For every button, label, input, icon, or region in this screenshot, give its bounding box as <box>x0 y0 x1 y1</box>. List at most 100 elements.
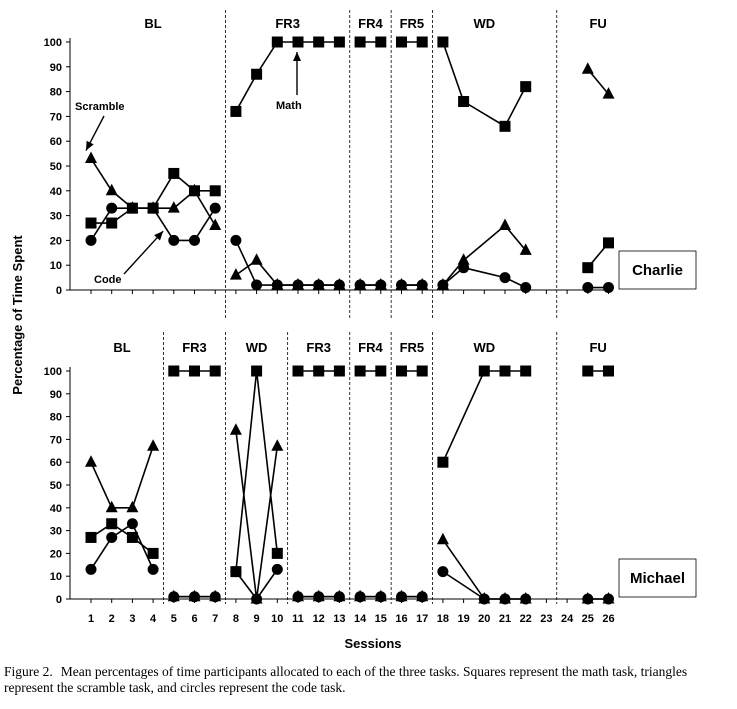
x-tick-label-8: 8 <box>233 613 239 625</box>
point-charlie-math-5 <box>168 167 180 179</box>
point-michael-math-22 <box>520 365 532 377</box>
point-michael-math-3 <box>126 531 138 543</box>
x-tick-label-21: 21 <box>499 613 511 625</box>
point-charlie-math-2 <box>106 217 118 229</box>
point-michael-code-2 <box>106 531 118 543</box>
point-michael-code-15 <box>375 591 387 603</box>
arrow-code-head <box>154 231 164 241</box>
point-charlie-scramble-1 <box>85 151 97 164</box>
point-charlie-math-1 <box>85 217 97 229</box>
x-tick-label-14: 14 <box>354 613 367 625</box>
y-tick-label-charlie-80: 80 <box>50 87 62 99</box>
participant-label-michael: Michael <box>630 570 685 587</box>
x-tick-label-23: 23 <box>540 613 552 625</box>
phase-label-michael-4: FR4 <box>358 340 383 355</box>
phase-label-michael-1: FR3 <box>182 340 207 355</box>
arrow-code-shaft <box>123 230 164 275</box>
participant-label-charlie: Charlie <box>632 262 683 279</box>
phase-label-charlie-0: BL <box>144 16 161 31</box>
point-charlie-math-11 <box>292 36 304 48</box>
y-tick-label-charlie-0: 0 <box>56 285 62 297</box>
line-charlie-math-4 <box>442 41 527 128</box>
phase-label-michael-2: WD <box>246 340 268 355</box>
x-tick-label-17: 17 <box>416 613 428 625</box>
point-michael-math-9 <box>251 365 263 377</box>
phase-label-charlie-3: FR5 <box>400 16 425 31</box>
y-tick-label-michael-30: 30 <box>50 526 62 538</box>
point-michael-code-3 <box>126 518 138 530</box>
text-layer: 0 10 20 30 40 50 60 70 80 90 100 BL FR3 FR4 FR5 WD FU 0 10… <box>44 16 697 625</box>
y-tick-label-charlie-30: 30 <box>50 211 62 223</box>
y-tick-label-charlie-100: 100 <box>44 37 62 49</box>
point-charlie-code-4 <box>147 202 159 214</box>
point-charlie-scramble-8 <box>229 268 242 280</box>
x-tick-label-24: 24 <box>561 613 574 625</box>
x-tick-label-20: 20 <box>478 613 490 625</box>
x-tick-label-4: 4 <box>150 613 157 625</box>
y-tick-label-michael-100: 100 <box>44 366 62 378</box>
phase-label-michael-6: WD <box>473 340 495 355</box>
point-charlie-code-12 <box>313 279 325 291</box>
x-tick-label-2: 2 <box>109 613 115 625</box>
line-michael-code-6 <box>442 570 526 600</box>
y-tick-label-michael-80: 80 <box>50 412 62 424</box>
figure-caption: Figure 2. Mean percentages of time partic… <box>4 664 732 696</box>
point-charlie-code-10 <box>271 279 283 291</box>
point-charlie-scramble-21 <box>499 218 511 231</box>
y-tick-label-charlie-60: 60 <box>50 136 62 148</box>
line-michael-math-2 <box>235 370 279 572</box>
point-charlie-math-16 <box>396 36 407 48</box>
point-michael-math-12 <box>313 365 325 377</box>
point-michael-code-17 <box>416 591 428 603</box>
point-charlie-math-19 <box>458 96 470 108</box>
point-charlie-code-14 <box>354 279 366 291</box>
annotation-code: Code <box>94 274 122 286</box>
point-charlie-code-19 <box>458 262 470 274</box>
caption-label: Figure 2. <box>4 664 53 679</box>
y-tick-label-michael-10: 10 <box>50 571 62 583</box>
point-charlie-math-25 <box>582 262 594 274</box>
point-michael-math-21 <box>499 365 511 377</box>
x-tick-label-22: 22 <box>520 613 532 625</box>
point-michael-code-20 <box>478 593 490 605</box>
point-michael-math-16 <box>396 365 407 377</box>
point-michael-math-17 <box>416 365 428 377</box>
point-michael-math-10 <box>271 547 283 559</box>
y-axis-title: Percentage of Time Spent <box>10 235 25 395</box>
point-michael-scramble-1 <box>85 455 97 467</box>
point-charlie-math-8 <box>230 105 242 117</box>
point-charlie-scramble-22 <box>519 243 532 255</box>
point-michael-code-26 <box>603 593 614 605</box>
point-charlie-scramble-6 <box>188 183 201 196</box>
annotation-scramble: Scramble <box>75 101 125 113</box>
point-michael-math-11 <box>292 365 304 377</box>
point-charlie-code-9 <box>251 279 263 291</box>
point-michael-math-20 <box>478 365 490 377</box>
y-tick-label-michael-60: 60 <box>50 457 62 469</box>
y-tick-label-michael-40: 40 <box>50 503 62 515</box>
line-michael-scramble-0 <box>90 445 154 509</box>
point-charlie-math-26 <box>603 237 614 249</box>
phase-label-michael-7: FU <box>589 340 606 355</box>
line-michael-scramble-6 <box>442 539 526 600</box>
line-charlie-math-0 <box>91 172 216 224</box>
x-tick-label-10: 10 <box>271 613 283 625</box>
point-michael-math-7 <box>209 365 221 377</box>
caption-text: Mean percentages of time participants al… <box>4 664 688 695</box>
x-tick-label-25: 25 <box>582 613 594 625</box>
y-tick-label-charlie-90: 90 <box>50 62 62 74</box>
point-charlie-math-13 <box>333 36 345 48</box>
point-michael-code-16 <box>396 591 407 603</box>
point-michael-math-15 <box>375 365 387 377</box>
point-charlie-code-16 <box>396 279 407 291</box>
y-tick-label-charlie-40: 40 <box>50 186 62 198</box>
point-michael-code-5 <box>168 591 180 603</box>
phase-label-charlie-2: FR4 <box>358 16 383 31</box>
point-charlie-scramble-5 <box>167 201 180 213</box>
line-charlie-code-1 <box>235 240 340 286</box>
point-michael-scramble-3 <box>126 500 139 513</box>
point-charlie-code-25 <box>582 282 594 294</box>
y-tick-label-charlie-20: 20 <box>50 235 62 247</box>
annotation-math: Math <box>276 100 302 112</box>
x-tick-label-5: 5 <box>171 613 177 625</box>
